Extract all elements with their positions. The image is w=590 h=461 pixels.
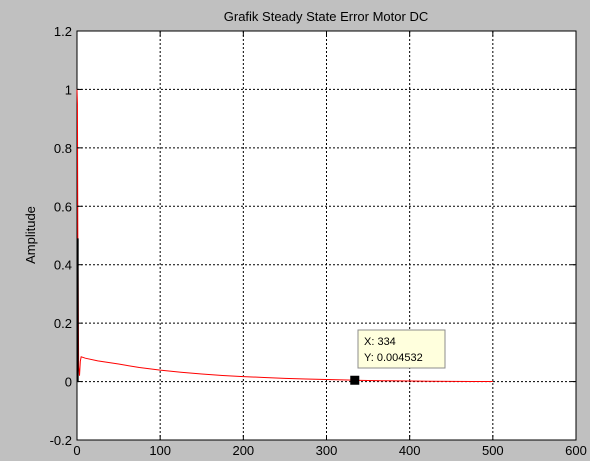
x-tick-label: 300 [316,443,338,458]
x-tick-label: 600 [565,443,587,458]
series-layer [76,89,493,383]
x-tick-label: 200 [232,443,254,458]
y-tick-label: 0 [65,375,72,390]
tick-marks [76,30,577,441]
y-tick-label: 0.4 [54,258,72,273]
y-tick-label: 0.2 [54,316,72,331]
datatip-x: X: 334 [364,336,396,348]
grid [77,31,576,440]
datatip-marker[interactable] [350,375,360,385]
y-tick-label: 1 [65,82,72,97]
datatip-box [357,329,446,369]
x-tick-label: 100 [149,443,171,458]
x-tick-label: 500 [482,443,504,458]
y-tick-label: 0.6 [54,199,72,214]
chart-title: Grafik Steady State Error Motor DC [224,9,428,24]
series-line [76,89,493,383]
y-tick-labels: -0.2 0 0.2 0.4 0.6 0.8 1 1.2 [50,24,72,448]
y-tick-label: -0.2 [50,433,72,448]
datatip-y: Y: 0.004532 [364,352,423,364]
x-tick-label: 0 [73,443,80,458]
y-tick-label: 0.8 [54,141,72,156]
datatip[interactable]: X: 334 Y: 0.004532 [350,329,446,385]
y-tick-label: 1.2 [54,24,72,39]
x-tick-labels: 0 100 200 300 400 500 600 [73,443,586,458]
x-tick-label: 400 [399,443,421,458]
y-axis-label: Amplitude [23,206,38,264]
